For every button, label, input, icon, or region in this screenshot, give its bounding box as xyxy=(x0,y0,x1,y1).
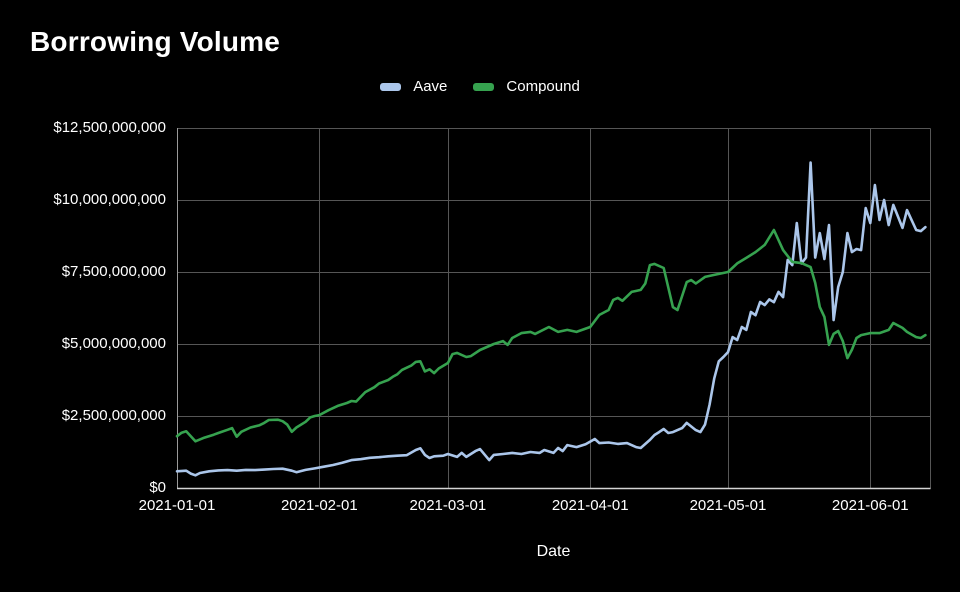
legend-label-aave: Aave xyxy=(413,78,448,95)
y-tick-label: $2,500,000,000 xyxy=(61,407,166,424)
compound-swatch-icon xyxy=(473,82,495,91)
y-tick-label: $7,500,000,000 xyxy=(61,263,166,280)
x-tick-label: 2021-05-01 xyxy=(689,497,767,514)
y-tick-label: $5,000,000,000 xyxy=(61,335,166,352)
x-tick-label: 2021-06-01 xyxy=(831,497,909,514)
x-tick-label: 2021-04-01 xyxy=(551,497,629,514)
page-title: Borrowing Volume xyxy=(30,26,281,57)
legend-item-compound[interactable]: Compound xyxy=(473,78,580,95)
y-tick-label: $0 xyxy=(149,479,166,496)
x-tick-label: 2021-01-01 xyxy=(138,497,216,514)
x-tick-label: 2021-03-01 xyxy=(409,497,487,514)
compound-line xyxy=(175,228,927,443)
aave-swatch-icon xyxy=(380,82,402,91)
legend-item-aave[interactable]: Aave xyxy=(380,78,447,95)
aave-line xyxy=(175,161,927,477)
legend: Aave Compound xyxy=(0,78,960,95)
y-tick-label: $12,500,000,000 xyxy=(53,119,166,136)
y-tick-label: $10,000,000,000 xyxy=(53,191,166,208)
legend-label-compound: Compound xyxy=(506,78,580,95)
x-tick-label: 2021-02-01 xyxy=(280,497,358,514)
x-axis-title: Date xyxy=(536,543,571,560)
